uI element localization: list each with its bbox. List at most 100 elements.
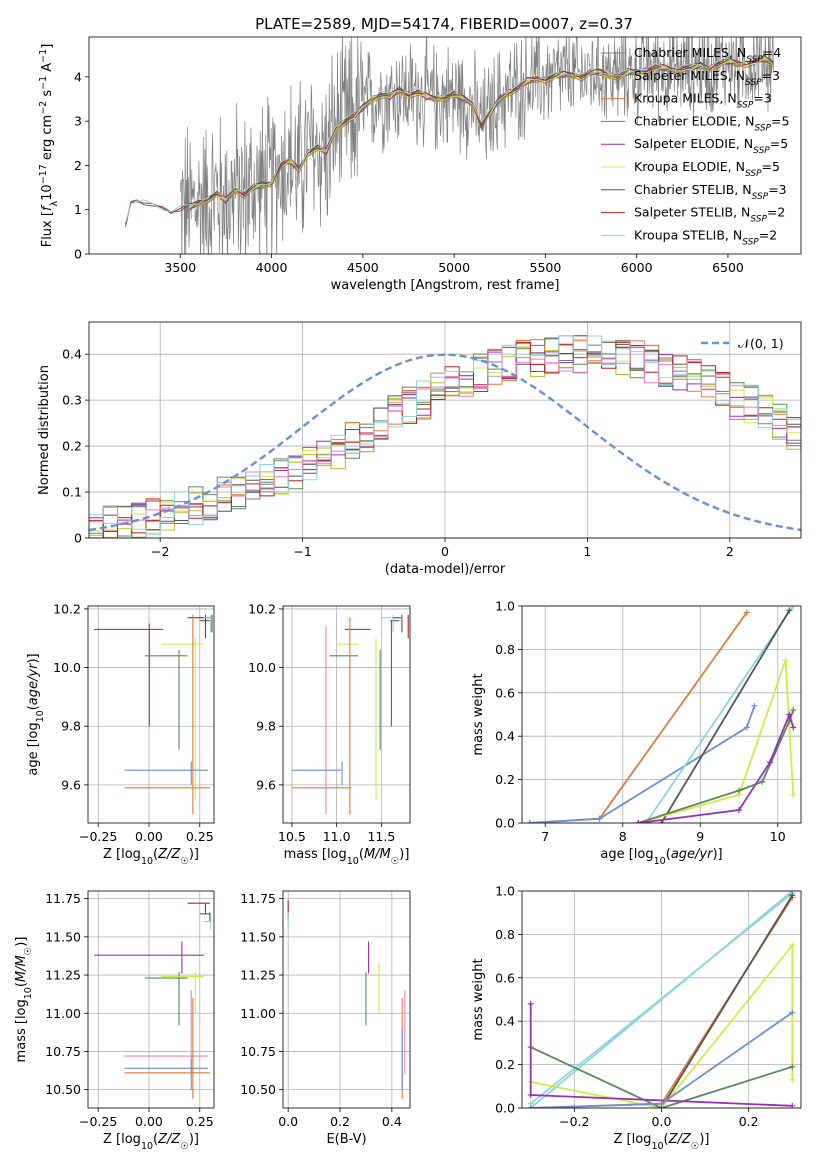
x-tick-label: 11.0 [323, 829, 351, 844]
mass-weight-line [530, 892, 793, 1105]
histogram-step-line [89, 335, 801, 532]
x-axis-label: Z [log10(Z/Z☉)] [614, 1132, 710, 1152]
legend: Chabrier MILES, NSSP=4 Salpeter MILES, NS… [601, 45, 789, 247]
y-axis-label: Normed distribution [37, 365, 52, 495]
plot-area [94, 614, 213, 815]
y-tick-label: 0.4 [62, 347, 82, 362]
histogram-step-line [89, 343, 801, 538]
y-tick-label: 0.6 [495, 685, 515, 700]
x-tick-label: 0.0 [652, 1114, 672, 1129]
mass-weight-line [529, 705, 756, 823]
plot-area [89, 335, 801, 538]
legend-entry: Salpeter MILES, NSSP=3 [634, 68, 780, 88]
plot-area [125, 37, 774, 254]
mass-weight-marker [790, 606, 797, 609]
x-axis-label: (data-model)/error [385, 562, 506, 577]
panel-mass-vs-ebv: 0.0 0.2 0.4 10.50 10.75 11.00 11.25 11.50 11.75 E… [240, 890, 411, 1147]
mass-weight-line [637, 709, 795, 823]
axes-frame [282, 605, 411, 824]
mass-weight-line [529, 611, 748, 823]
y-tick-label: 9.6 [61, 777, 81, 792]
y-tick-label: 0.3 [62, 393, 82, 408]
mass-weight-marker [751, 702, 758, 709]
y-axis-label: Flux [fλ10−17 erg cm−2 s−1 A−1] [38, 44, 60, 248]
x-tick-label: 0 [441, 544, 449, 559]
x-tick-label: 0.4 [382, 1114, 402, 1129]
x-tick-label: 1 [583, 544, 591, 559]
y-tick-label: 10.0 [53, 660, 81, 675]
legend-entry: Chabrier ELODIE, NSSP=5 [634, 113, 789, 133]
histogram-step-line [89, 339, 801, 538]
axes-frame [521, 890, 802, 1109]
x-tick-label: 0.25 [186, 1114, 214, 1129]
panel-massweight-vs-age: 7 8 9 10 0.0 0.2 0.4 0.6 0.8 1.0 age [log10(age/yr… [471, 599, 802, 867]
x-tick-label: 8 [619, 829, 627, 844]
y-tick-label: 11.75 [240, 891, 276, 906]
y-tick-label: 1.0 [495, 599, 515, 614]
x-tick-label: 3500 [164, 260, 196, 275]
y-axis-label: mass [log10(M/M☉)] [14, 937, 34, 1063]
legend-entry: Kroupa STELIB, NSSP=2 [634, 227, 777, 247]
x-tick-label: 4500 [347, 260, 379, 275]
x-tick-label: 7 [541, 829, 549, 844]
histogram-step-line [89, 338, 801, 538]
mass-weight-marker [736, 806, 742, 813]
y-tick-label: 0 [74, 247, 82, 262]
y-tick-label: 9.8 [256, 719, 276, 734]
mass-weight-marker [527, 1091, 534, 1098]
legend-entry: 𝒩(0, 1) [738, 336, 784, 351]
mass-weight-marker [743, 724, 750, 731]
y-tick-label: 9.6 [256, 777, 276, 792]
mass-weight-marker [790, 791, 797, 798]
mass-weight-marker [658, 1100, 665, 1107]
plot-area [291, 614, 409, 815]
x-tick-label: 0.2 [739, 1114, 759, 1129]
plot-area [94, 902, 212, 1099]
mass-weight-marker [736, 787, 742, 794]
panel-age-vs-Z: −0.25 0.00 0.25 9.6 9.8 10.0 10.2 Z [log10(Z/Z☉… [26, 601, 215, 867]
axes-frame [521, 605, 802, 824]
y-tick-label: 10.2 [53, 601, 81, 616]
y-axis-label: age [log10(age/yr)] [26, 653, 46, 775]
y-tick-label: 11.00 [240, 1006, 276, 1021]
x-tick-label: 11.5 [367, 829, 395, 844]
y-tick-label: 10.0 [248, 660, 276, 675]
mass-weight-marker [789, 1009, 796, 1016]
y-tick-label: 0.0 [495, 816, 515, 831]
axes-frame [88, 36, 802, 255]
x-axis-label: Z [log10(Z/Z☉)] [103, 1132, 199, 1152]
legend: 𝒩(0, 1) [701, 336, 784, 351]
axes-frame [87, 890, 215, 1109]
mass-weight-marker [789, 1063, 796, 1070]
mass-weight-marker [526, 820, 533, 823]
x-tick-label: 5000 [438, 260, 470, 275]
mass-weight-marker [789, 892, 796, 899]
x-axis-label: Z [log10(Z/Z☉)] [103, 847, 199, 867]
x-tick-label: 2 [726, 544, 734, 559]
x-tick-label: −0.2 [559, 1114, 589, 1129]
mass-weight-line [645, 606, 794, 823]
y-tick-label: 11.75 [45, 891, 81, 906]
y-axis-label: mass weight [471, 673, 486, 755]
legend-entry: Chabrier STELIB, NSSP=3 [634, 182, 787, 202]
y-tick-label: 11.50 [45, 929, 81, 944]
histogram-step-line [89, 340, 801, 523]
panel-mass-vs-Z: −0.25 0.00 0.25 10.50 10.75 11.00 11.25 11.50 11… [14, 890, 215, 1152]
normal-curve [89, 353, 801, 532]
x-axis-label: mass [log10(M/M☉)] [284, 847, 410, 867]
y-tick-label: 0.2 [62, 439, 82, 454]
y-tick-label: 0.6 [495, 970, 515, 985]
panel-age-vs-mass: 10.5 11.0 11.5 9.6 9.8 10.0 10.2 mass [log10(M/… [248, 601, 411, 867]
panel-residual-histogram: −2 −1 0 1 2 0 0.1 0.2 0.3 0.4 (data-model)/error No… [37, 321, 802, 577]
mass-weight-marker [759, 778, 766, 785]
legend-entry: Chabrier MILES, NSSP=4 [634, 45, 781, 65]
x-tick-label: 6500 [712, 260, 744, 275]
mass-weight-marker [790, 724, 797, 731]
y-tick-label: 0.2 [495, 1057, 515, 1072]
mass-weight-marker [767, 759, 773, 766]
mass-weight-marker [635, 820, 642, 823]
y-tick-label: 11.25 [240, 968, 276, 983]
plot-area [287, 900, 406, 1099]
x-axis-label: wavelength [Angstrom, rest frame] [331, 278, 560, 293]
y-axis-label: mass weight [471, 958, 486, 1040]
